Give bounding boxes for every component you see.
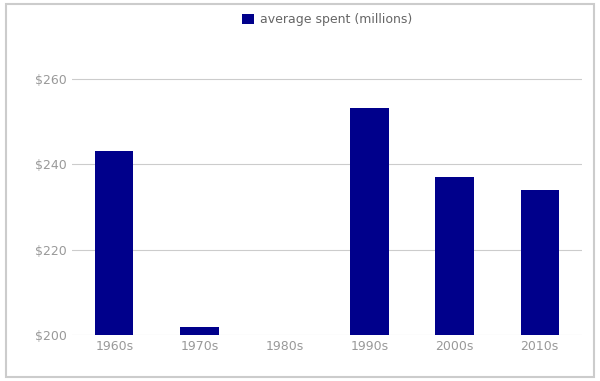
Bar — [436, 177, 474, 381]
Bar — [265, 335, 304, 381]
Legend: average spent (millions): average spent (millions) — [241, 13, 413, 26]
Bar — [350, 109, 389, 381]
Bar — [180, 327, 218, 381]
Bar — [95, 151, 133, 381]
Bar — [521, 190, 559, 381]
